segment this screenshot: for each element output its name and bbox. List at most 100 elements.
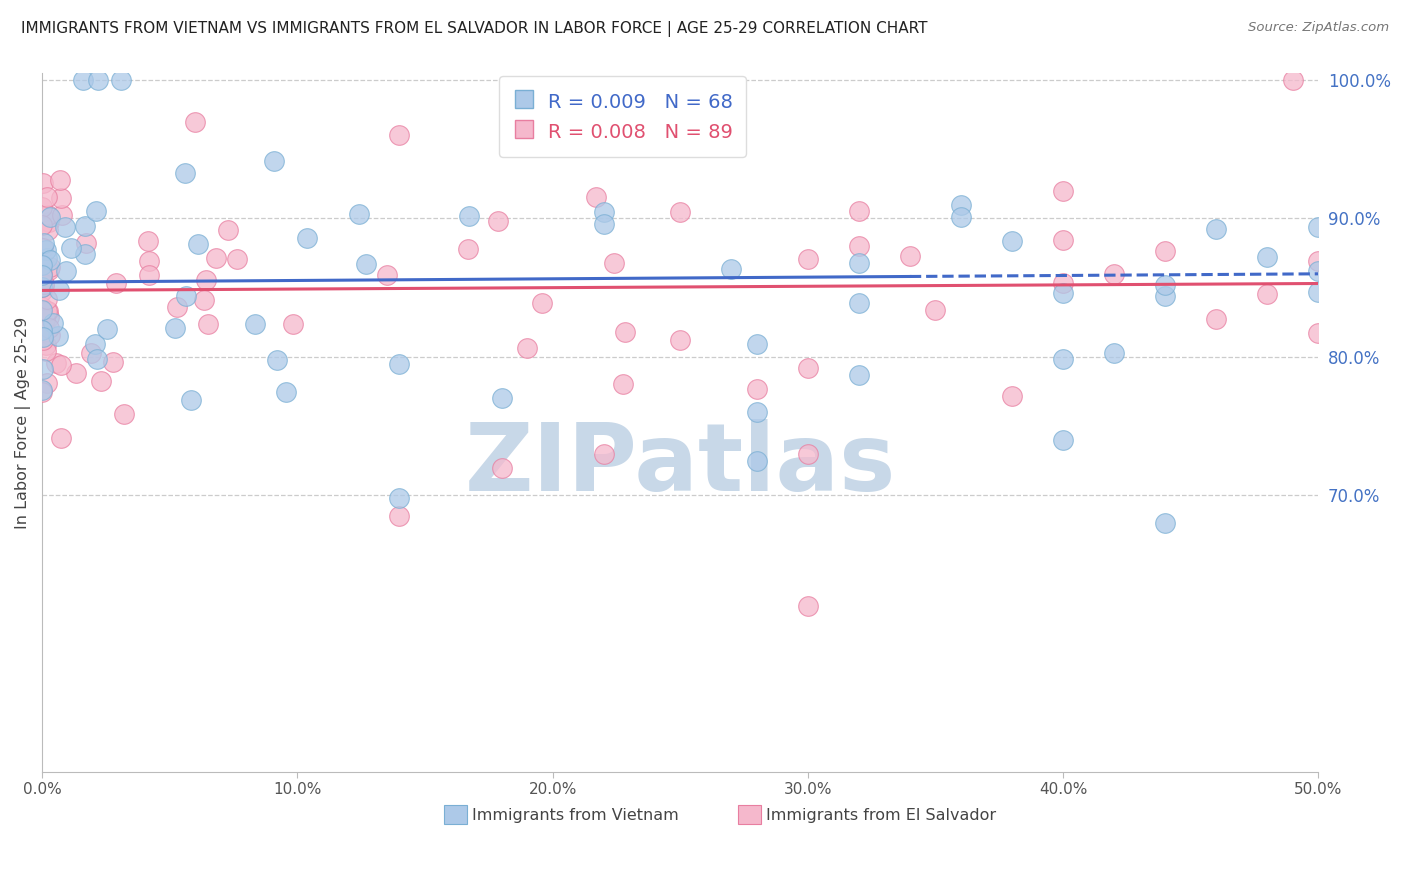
Point [592,447,614,461]
Point [31,258,53,272]
Point [1154,277,1177,292]
Point [174,289,197,303]
Point [31,284,53,298]
Point [848,256,870,270]
Point [457,242,479,256]
Point [1154,516,1177,530]
Point [31,362,53,376]
Point [174,166,197,180]
Point [193,293,215,307]
Point [745,336,768,351]
Point [797,599,820,613]
Point [83,337,105,351]
Point [949,197,972,211]
Point [86,351,108,366]
Point [163,321,186,335]
Point [34,338,56,352]
Point [101,354,124,368]
Point [35,243,58,257]
Legend: R = 0.009   N = 68, R = 0.008   N = 89: R = 0.009 N = 68, R = 0.008 N = 89 [499,76,747,157]
Point [1052,433,1074,447]
Point [1308,219,1330,234]
Point [1256,287,1278,301]
Point [31,323,53,337]
Point [377,268,399,282]
Text: IMMIGRANTS FROM VIETNAM VS IMMIGRANTS FROM EL SALVADOR IN LABOR FORCE | AGE 25-2: IMMIGRANTS FROM VIETNAM VS IMMIGRANTS FR… [21,21,928,37]
Point [491,460,513,475]
Point [138,268,160,282]
Point [745,453,768,467]
Point [1256,250,1278,264]
Point [1205,221,1227,235]
Point [51,209,73,223]
Point [283,317,305,331]
Bar [444,805,467,824]
Point [32,277,55,292]
Point [1052,184,1074,198]
Point [90,374,112,388]
Point [75,236,97,251]
Point [48,283,70,297]
Point [86,203,108,218]
Point [51,358,73,372]
Point [38,321,60,335]
Point [32,330,55,344]
Point [35,190,58,204]
Point [669,333,692,347]
Point [75,247,97,261]
Point [205,252,228,266]
Point [585,190,607,204]
Point [32,241,55,255]
Point [72,73,94,87]
Point [848,203,870,218]
Point [217,223,239,237]
Point [347,207,370,221]
Y-axis label: In Labor Force | Age 25-29: In Labor Force | Age 25-29 [15,317,31,529]
Point [745,382,768,396]
Point [491,392,513,406]
Text: Immigrants from Vietnam: Immigrants from Vietnam [472,808,679,823]
Point [797,361,820,376]
Point [34,312,56,326]
Point [34,344,56,359]
Point [592,204,614,219]
Point [848,368,870,382]
Point [1001,235,1024,249]
Point [180,393,202,408]
Point [38,214,60,228]
Point [38,211,60,225]
Bar [738,805,761,824]
Point [65,366,87,380]
Point [104,276,127,290]
Text: ZIPatlas: ZIPatlas [464,418,896,510]
Point [96,322,118,336]
Point [388,128,411,143]
Point [35,376,58,391]
Point [184,114,207,128]
Point [38,310,60,325]
Point [31,385,53,400]
Point [42,316,65,330]
Point [37,208,59,222]
Point [32,277,55,291]
Point [669,204,692,219]
Point [35,303,58,318]
Point [1308,264,1330,278]
Point [243,318,266,332]
Point [797,447,820,461]
Point [38,252,60,267]
Point [49,431,72,445]
Point [1308,285,1330,300]
Point [110,73,132,87]
Point [48,173,70,187]
Point [32,236,55,251]
Point [1052,233,1074,247]
Point [1154,289,1177,303]
Point [276,384,298,399]
Point [195,273,218,287]
Point [39,327,62,342]
Point [1281,73,1303,87]
Point [31,268,53,283]
Point [32,333,55,347]
Point [31,257,53,271]
